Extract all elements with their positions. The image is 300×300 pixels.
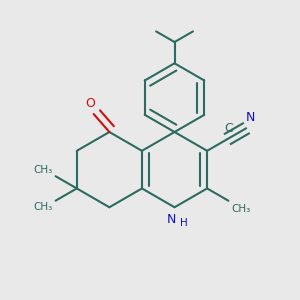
Text: CH₃: CH₃	[34, 202, 53, 212]
Text: H: H	[181, 218, 188, 228]
Text: C: C	[224, 122, 233, 135]
Text: O: O	[85, 97, 95, 110]
Text: N: N	[167, 213, 176, 226]
Text: N: N	[245, 111, 255, 124]
Text: CH₃: CH₃	[34, 165, 53, 175]
Text: CH₃: CH₃	[231, 204, 250, 214]
